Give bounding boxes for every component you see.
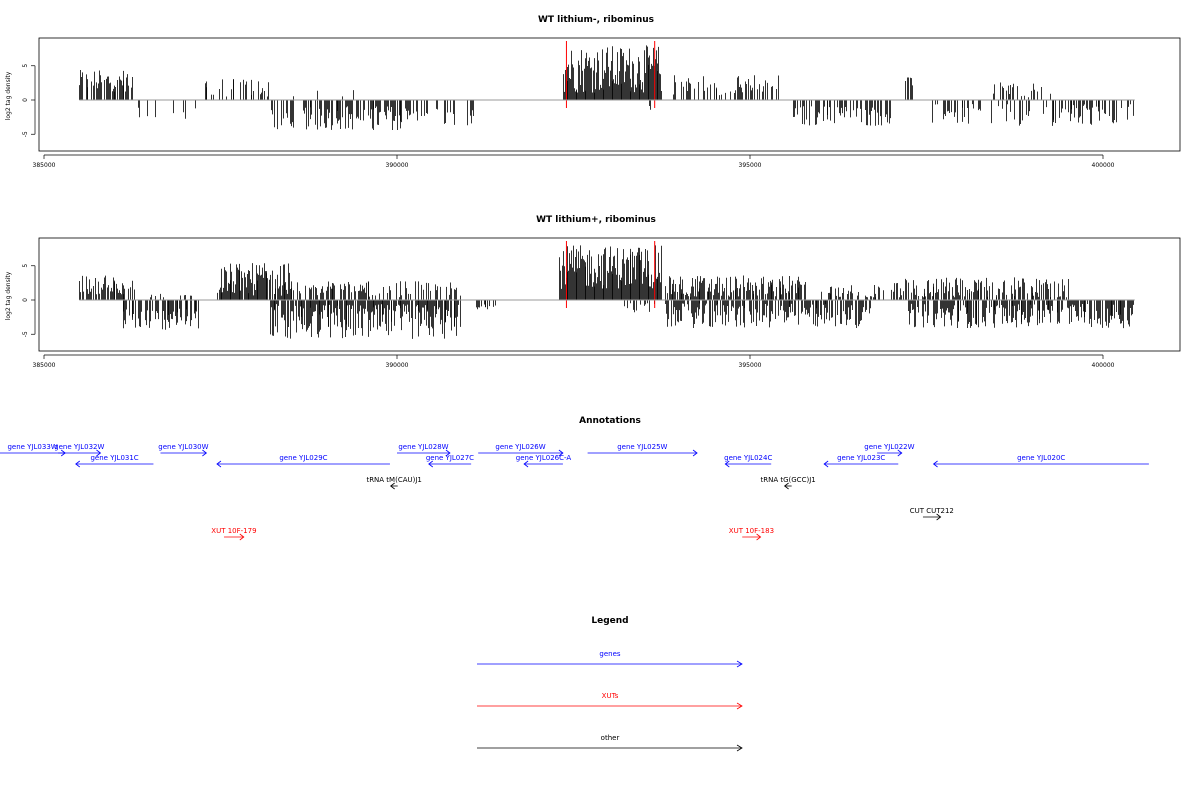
x-tick-label: 395000 — [739, 362, 762, 369]
annotation-gene: gene YJL026C-A — [516, 454, 572, 468]
legend-item: XUTs — [477, 692, 743, 710]
annotation-label: CUT CUT212 — [910, 507, 954, 515]
arrow-head-icon — [736, 660, 743, 668]
bars-layer — [79, 241, 1134, 339]
annotation-gene: gene YJL027C — [426, 454, 474, 468]
arrow-head-icon — [445, 449, 451, 457]
arrow-head-icon — [932, 460, 938, 468]
panel-title: WT lithium+, ribominus — [536, 215, 656, 225]
plot-frame — [38, 37, 1181, 152]
annotation-label: gene YJL023C — [837, 454, 885, 462]
annotation-gene: gene YJL025W — [587, 443, 698, 457]
annotation-label: gene YJL026W — [495, 443, 545, 451]
annotation-other: tRNA tM(CAU)J1 — [366, 476, 422, 490]
legend-title: Legend — [591, 616, 628, 626]
annotation-gene: gene YJL029C — [216, 454, 390, 468]
x-tick-label: 400000 — [1092, 362, 1115, 369]
arrow-head-icon — [558, 449, 564, 457]
annotation-gene: gene YJL031C — [75, 454, 154, 468]
axes-layer: 385000 390000 395000 400000 5 0 -5 — [22, 64, 1135, 169]
annotation-xut: XUT 10F-179 — [211, 527, 257, 541]
x-tick-label: 385000 — [33, 162, 56, 169]
annotation-gene: gene YJL026W — [478, 443, 564, 457]
annotation-label: gene YJL031C — [90, 454, 138, 462]
legend-item: other — [477, 734, 743, 752]
annotation-label: gene YJL025W — [617, 443, 667, 451]
annotation-label: gene YJL026C-A — [516, 454, 572, 462]
panel-lithium-minus: WT lithium-, ribominus log2 tag density … — [5, 15, 1181, 169]
arrow-head-icon — [783, 482, 789, 490]
y-tick-label: -5 — [22, 131, 29, 137]
arrow-head-icon — [239, 533, 245, 541]
arrow-head-icon — [724, 460, 730, 468]
plot-frame — [38, 237, 1181, 352]
y-tick-label: -5 — [22, 331, 29, 337]
arrow-head-icon — [736, 744, 743, 752]
panel-lithium-plus: WT lithium+, ribominus log2 tag density … — [5, 215, 1181, 369]
y-axis-label: log2 tag density — [5, 71, 12, 120]
annotation-other: tRNA tG(GCC)J1 — [761, 476, 816, 490]
annotation-gene: gene YJL028W — [397, 443, 451, 457]
annotation-gene: gene YJL023C — [823, 454, 899, 468]
legend-items: genes XUTs other — [477, 650, 743, 752]
annotation-label: gene YJL024C — [724, 454, 772, 462]
arrow-head-icon — [736, 702, 743, 710]
annotations-title: Annotations — [579, 416, 641, 426]
arrow-head-icon — [428, 460, 434, 468]
arrow-head-icon — [96, 449, 102, 457]
x-tick-label: 390000 — [386, 162, 409, 169]
y-tick-label: 0 — [22, 298, 29, 302]
legend-label: other — [601, 734, 620, 742]
annotation-label: gene YJL020C — [1017, 454, 1065, 462]
arrow-head-icon — [897, 449, 903, 457]
annotation-xut: XUT 10F-183 — [729, 527, 774, 541]
annotation-gene: gene YJL020C — [932, 454, 1149, 468]
x-tick-label: 395000 — [739, 162, 762, 169]
y-tick-label: 5 — [22, 64, 29, 68]
annotation-label: gene YJL022W — [864, 443, 914, 451]
annotation-label: gene YJL027C — [426, 454, 474, 462]
panel-title: WT lithium-, ribominus — [538, 15, 654, 25]
axes-layer: 385000 390000 395000 400000 5 0 -5 — [22, 264, 1135, 369]
annotation-label: gene YJL033W — [7, 443, 57, 451]
y-axis-label: log2 tag density — [5, 271, 12, 320]
legend-item: genes — [477, 650, 743, 668]
annotation-gene: gene YJL032W — [54, 443, 104, 457]
arrow-head-icon — [75, 460, 81, 468]
legend-label: XUTs — [602, 692, 619, 700]
annotation-label: gene YJL028W — [398, 443, 448, 451]
arrow-head-icon — [756, 533, 762, 541]
annotation-label: tRNA tG(GCC)J1 — [761, 476, 816, 484]
x-tick-label: 400000 — [1092, 162, 1115, 169]
arrow-head-icon — [692, 449, 698, 457]
annotation-gene: gene YJL024C — [724, 454, 772, 468]
annotation-other: CUT CUT212 — [910, 507, 954, 521]
arrow-head-icon — [202, 449, 208, 457]
x-tick-label: 390000 — [386, 362, 409, 369]
arrow-head-icon — [389, 482, 395, 490]
y-tick-label: 5 — [22, 264, 29, 268]
annotation-label: gene YJL029C — [279, 454, 327, 462]
annotation-gene: gene YJL022W — [864, 443, 915, 457]
annotation-gene: gene YJL030W — [158, 443, 209, 457]
arrow-head-icon — [823, 460, 829, 468]
bars-layer — [79, 41, 1134, 131]
legend-label: genes — [599, 650, 620, 658]
arrow-head-icon — [523, 460, 529, 468]
arrow-head-icon — [936, 513, 942, 521]
legend: Legend genes XUTs other — [477, 616, 743, 752]
annotation-label: tRNA tM(CAU)J1 — [366, 476, 421, 484]
annotation-label: gene YJL032W — [54, 443, 104, 451]
y-tick-label: 0 — [22, 98, 29, 102]
annotation-label: XUT 10F-179 — [211, 527, 256, 535]
annotation-label: gene YJL030W — [158, 443, 208, 451]
x-tick-label: 385000 — [33, 362, 56, 369]
annotation-label: XUT 10F-183 — [729, 527, 774, 535]
arrow-head-icon — [216, 460, 222, 468]
